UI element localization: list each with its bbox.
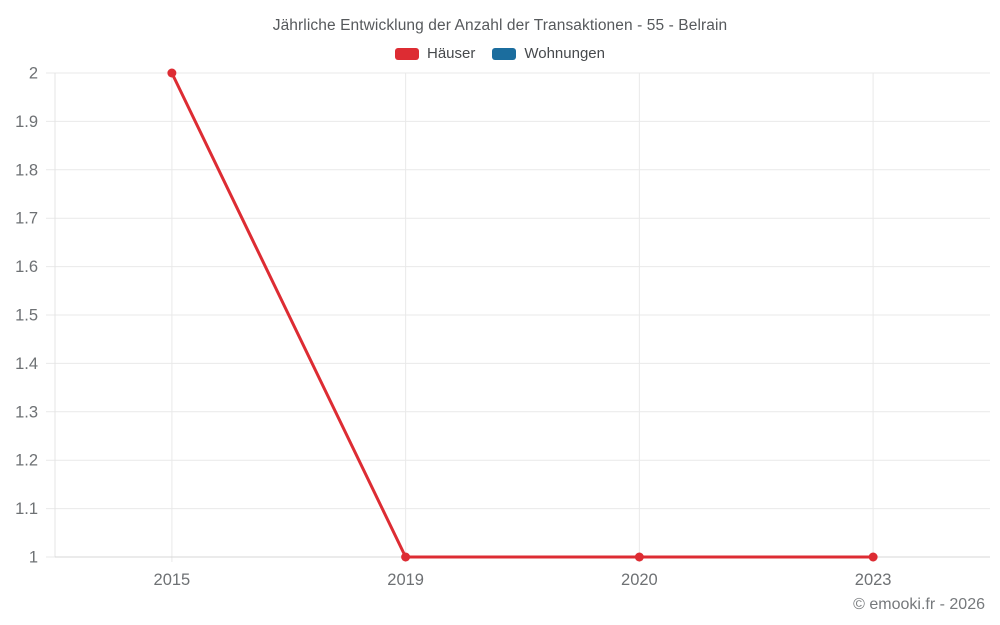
legend-swatch-haeuser: [395, 47, 419, 60]
y-tick-label: 1.5: [15, 307, 38, 325]
y-tick-label: 1: [29, 549, 38, 567]
x-tick-label: 2015: [154, 571, 191, 589]
x-tick-label: 2020: [621, 571, 658, 589]
x-tick-label: 2023: [855, 571, 892, 589]
legend-item-haeuser[interactable]: Häuser: [395, 45, 475, 62]
y-tick-label: 1.4: [15, 355, 38, 373]
chart-legend: Häuser Wohnungen: [0, 45, 1000, 62]
y-tick-label: 1.9: [15, 113, 38, 131]
data-point-haeuser: [868, 552, 878, 562]
series-line-haeuser: [170, 71, 875, 559]
legend-swatch-wohnungen: [492, 47, 517, 60]
y-tick-label: 2: [29, 65, 38, 83]
y-tick-label: 1.6: [15, 258, 38, 276]
y-tick-label: 1.7: [15, 210, 38, 228]
legend-label: Wohnungen: [524, 45, 605, 62]
y-tick-label: 1.3: [15, 403, 38, 421]
data-point-haeuser: [634, 552, 644, 562]
legend-label: Häuser: [427, 45, 476, 62]
data-point-haeuser: [401, 552, 411, 562]
data-point-haeuser: [167, 68, 177, 78]
legend-item-wohnungen[interactable]: Wohnungen: [492, 45, 605, 62]
attribution: © emooki.fr - 2026: [853, 596, 985, 613]
y-tick-label: 1.8: [15, 161, 38, 179]
y-tick-label: 1.2: [15, 452, 38, 470]
chart-title: Jährliche Entwicklung der Anzahl der Tra…: [272, 17, 728, 34]
y-tick-label: 1.1: [15, 500, 38, 518]
x-tick-label: 2019: [387, 571, 424, 589]
